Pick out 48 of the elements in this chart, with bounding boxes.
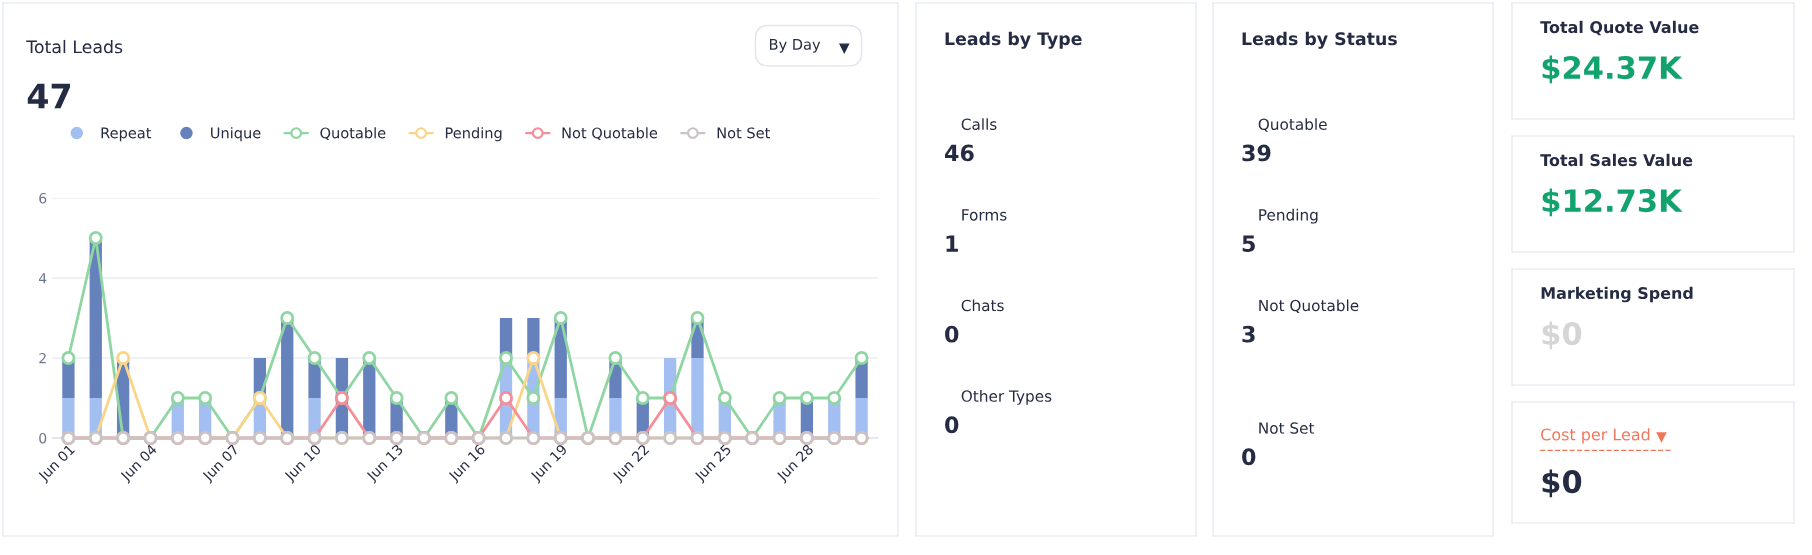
- text: By Day: [769, 39, 821, 53]
- y-tick-label: 0: [39, 432, 47, 444]
- text: Chats: [961, 299, 1004, 312]
- text: $0: [1542, 469, 1582, 498]
- x-tick-label: Jun 10: [283, 443, 324, 484]
- text: Quotable: [1258, 118, 1327, 132]
- x-tick-label: Jun 22: [611, 444, 652, 484]
- chart-title: Total Leads: [26, 39, 123, 54]
- text: Not Set: [1259, 422, 1315, 434]
- text: 46: [945, 144, 974, 162]
- text: $12.73K: [1542, 188, 1683, 217]
- y-tick-label: 2: [39, 352, 46, 364]
- text: Other Types: [961, 390, 1052, 405]
- text: Marketing Spend: [1541, 286, 1693, 303]
- text: Cost per Lead: [1541, 428, 1650, 444]
- x-tick-label: Jun 07: [201, 443, 242, 484]
- text: Leads by Type: [945, 31, 1082, 49]
- x-tick-label: Jun 19: [529, 443, 570, 484]
- text: 0: [945, 325, 959, 343]
- text: Not Quotable: [1259, 299, 1359, 313]
- text: Calls: [961, 118, 997, 131]
- x-tick-label: Jun 16: [447, 443, 488, 484]
- x-tick-label: Jun 01: [37, 443, 77, 484]
- legend-label: Unique: [211, 127, 261, 142]
- text: Forms: [962, 209, 1007, 221]
- legend-label: Not Set: [717, 127, 770, 139]
- legend-label: Pending: [445, 127, 502, 142]
- text: 5: [1242, 235, 1255, 252]
- x-tick-label: Jun 28: [775, 443, 816, 484]
- x-tick-label: Jun 13: [365, 443, 406, 484]
- text: Total Quote Value: [1540, 20, 1699, 36]
- legend-label: Not Quotable: [562, 127, 658, 141]
- text: Total Sales Value: [1540, 153, 1693, 167]
- text: 0: [1242, 448, 1256, 466]
- legend-label: Quotable: [320, 127, 386, 141]
- text: Pending: [1259, 208, 1318, 224]
- y-tick-label: 4: [38, 273, 47, 284]
- text: 0: [945, 416, 959, 434]
- text: 39: [1242, 144, 1271, 162]
- text: $24.37K: [1542, 55, 1683, 84]
- x-tick-label: Jun 04: [119, 443, 160, 484]
- text: 3: [1242, 325, 1255, 343]
- text: Leads by Status: [1242, 31, 1397, 49]
- legend-label: Repeat: [101, 127, 152, 142]
- chart-subtitle: 47: [27, 83, 71, 109]
- text: 1: [946, 235, 958, 252]
- y-tick-label: 6: [39, 192, 47, 204]
- x-tick-label: Jun 25: [693, 443, 734, 484]
